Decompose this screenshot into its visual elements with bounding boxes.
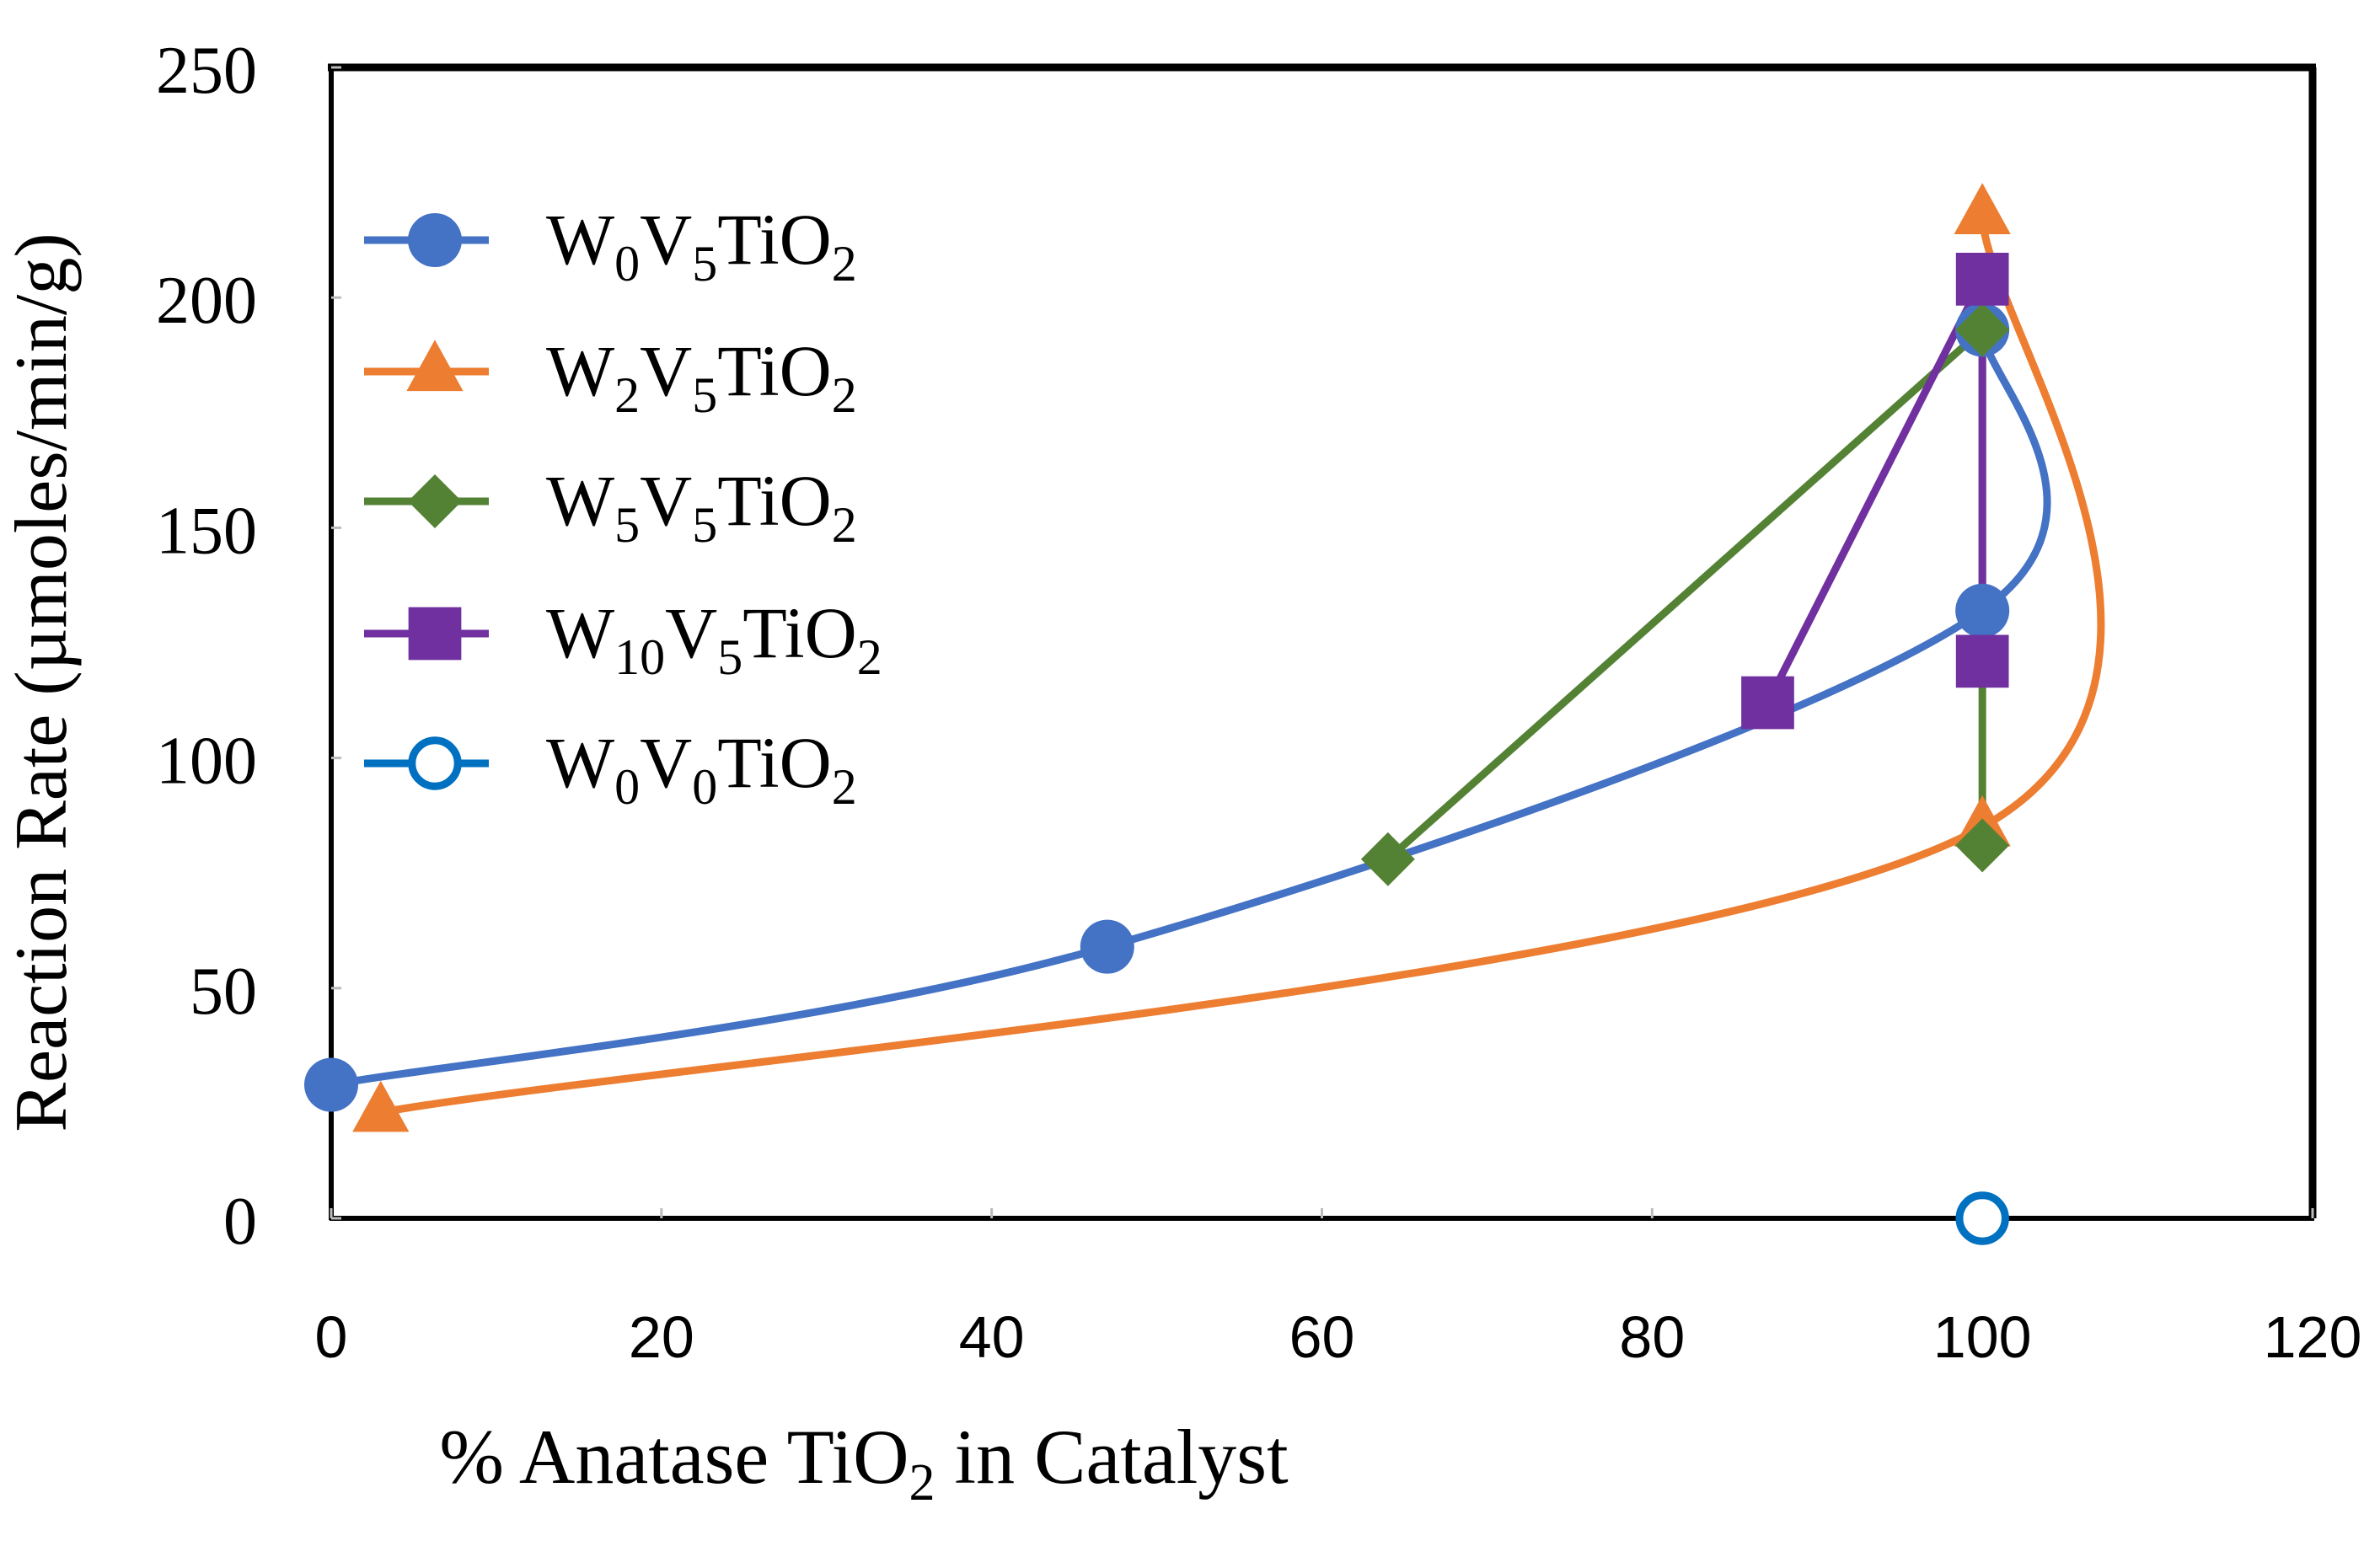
y-tick-label: 50: [190, 955, 257, 1029]
y-tick-label: 250: [156, 34, 257, 108]
legend-label-part: 5: [614, 497, 640, 553]
series-markers: [304, 183, 2011, 1245]
x-tick-label: 40: [959, 1304, 1025, 1370]
legend-marker: [408, 213, 462, 267]
data-point: [352, 1080, 410, 1132]
data-point: [1954, 183, 2011, 234]
legend-label: W10V5TiO2: [546, 592, 882, 685]
legend-label-part: 5: [692, 497, 717, 553]
series-line-1: [379, 214, 2105, 1116]
legend-label-part: V: [640, 722, 692, 803]
y-axis-label: Reaction Rate (µmoles/min/g): [1, 233, 83, 1132]
legend-label-part: 5: [692, 367, 717, 423]
x-tick-label: 80: [1619, 1304, 1685, 1370]
legend-label-part: 2: [832, 759, 857, 815]
legend-marker: [406, 340, 464, 392]
legend-label-part: 10: [614, 629, 665, 685]
legend-label-part: 2: [614, 367, 640, 423]
legend-label-part: 2: [832, 497, 857, 553]
legend: W0V5TiO2W2V5TiO2W5V5TiO2W10V5TiO2W0V0TiO…: [364, 199, 882, 815]
x-axis-label-tail: in Catalyst: [935, 1414, 1289, 1500]
x-tick-label: 20: [629, 1304, 694, 1370]
x-tick-label: 100: [1933, 1304, 2032, 1370]
legend-label-part: 2: [832, 367, 857, 423]
legend-label-part: TiO: [742, 592, 857, 673]
legend-label: W0V0TiO2: [546, 722, 857, 815]
y-axis: 0 50 100 150 200 250: [156, 34, 341, 1259]
legend-label-part: V: [640, 199, 692, 280]
legend-item: W5V5TiO2: [364, 460, 857, 553]
legend-label-part: W: [546, 592, 614, 673]
legend-label-part: TiO: [717, 199, 832, 280]
x-axis: 0 20 40 60 80 100 120: [315, 1208, 2362, 1370]
legend-label-part: W: [546, 460, 614, 541]
legend-label-part: V: [665, 592, 717, 673]
legend-marker: [408, 474, 462, 528]
x-tick-label: 0: [315, 1304, 348, 1370]
data-point: [304, 1057, 358, 1112]
legend-label: W2V5TiO2: [546, 330, 857, 423]
legend-label-part: 5: [717, 629, 742, 685]
y-tick-label: 150: [156, 494, 257, 568]
data-point: [1080, 919, 1134, 974]
legend-label-part: TiO: [717, 460, 832, 541]
data-point: [1360, 832, 1415, 886]
x-axis-label-subscript: 2: [909, 1454, 935, 1512]
data-point: [1955, 302, 2010, 357]
x-tick-label: 60: [1289, 1304, 1355, 1370]
series-line-0: [330, 329, 2051, 1089]
data-point: [1955, 252, 2009, 306]
legend-label: W0V5TiO2: [546, 199, 857, 292]
x-axis-label-main: % Anatase TiO: [439, 1414, 909, 1500]
legend-item: W2V5TiO2: [364, 330, 857, 423]
legend-label-part: 2: [857, 629, 882, 685]
data-point: [1955, 1191, 2009, 1245]
legend-label-part: 5: [692, 236, 717, 292]
legend-label-part: 0: [614, 759, 640, 815]
legend-label-part: 2: [832, 236, 857, 292]
data-point: [1955, 634, 2009, 688]
legend-label-part: W: [546, 722, 614, 803]
data-point: [1955, 818, 2010, 873]
legend-label-part: 0: [614, 236, 640, 292]
legend-item: W0V0TiO2: [364, 722, 857, 815]
legend-label-part: TiO: [717, 722, 832, 803]
y-tick-label: 200: [156, 264, 257, 338]
legend-marker: [408, 736, 462, 790]
legend-label-part: 0: [692, 759, 717, 815]
data-point: [1955, 583, 2010, 638]
legend-label-part: W: [546, 330, 614, 411]
data-point: [1741, 676, 1794, 730]
legend-label-part: V: [640, 460, 692, 541]
x-tick-label: 120: [2264, 1304, 2362, 1370]
legend-item: W0V5TiO2: [364, 199, 857, 292]
legend-label-part: TiO: [717, 330, 832, 411]
x-axis-label: % Anatase TiO2 in Catalyst: [439, 1414, 1289, 1512]
legend-item: W10V5TiO2: [364, 592, 882, 685]
y-tick-label: 0: [223, 1185, 257, 1259]
legend-label-part: V: [640, 330, 692, 411]
y-tick-label: 100: [156, 725, 257, 799]
legend-marker: [408, 607, 462, 661]
legend-label: W5V5TiO2: [546, 460, 857, 553]
legend-label-part: W: [546, 199, 614, 280]
